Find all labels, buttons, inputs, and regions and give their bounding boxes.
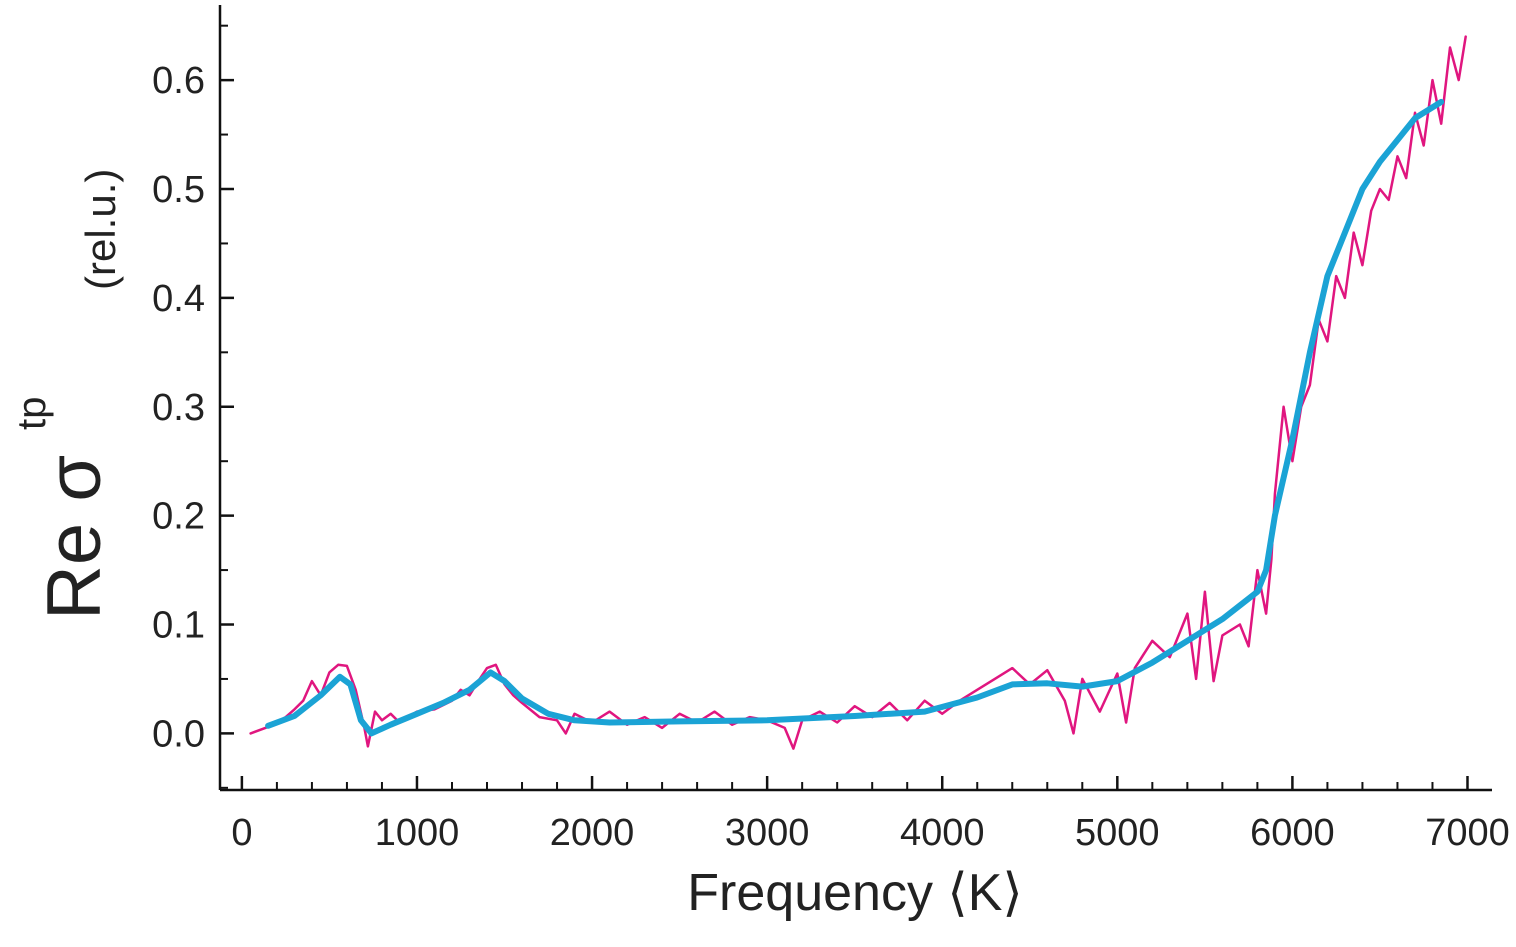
- y-tick-label: 0.3: [152, 387, 205, 429]
- x-tick-label: 2000: [550, 812, 635, 854]
- y-tick-label: 0.1: [152, 605, 205, 647]
- series-line: [249, 35, 1467, 750]
- y-axis-label: Re σ: [32, 455, 117, 620]
- x-tick-label: 5000: [1075, 812, 1160, 854]
- x-tick-label: 6000: [1250, 812, 1335, 854]
- x-tick-label: 1000: [375, 812, 460, 854]
- y-axis-label-group: Re σ tp (rel.u.): [10, 169, 124, 620]
- y-axis-label-sup: tp: [10, 397, 54, 430]
- y-tick-label: 0.4: [152, 278, 205, 320]
- y-tick-label: 0.5: [152, 169, 205, 211]
- y-tick-label: 0.0: [152, 713, 205, 755]
- x-axis-label: Frequency ⟨K⟩: [687, 864, 1022, 922]
- x-tick-label: 7000: [1425, 812, 1510, 854]
- y-axis-unit: (rel.u.): [77, 169, 124, 290]
- x-tick-label: 3000: [725, 812, 810, 854]
- series-line: [265, 98, 1445, 737]
- y-tick-label: 0.6: [152, 60, 205, 102]
- y-tick-label: 0.2: [152, 496, 205, 538]
- x-tick-label: 4000: [900, 812, 985, 854]
- x-tick-label: 0: [231, 812, 252, 854]
